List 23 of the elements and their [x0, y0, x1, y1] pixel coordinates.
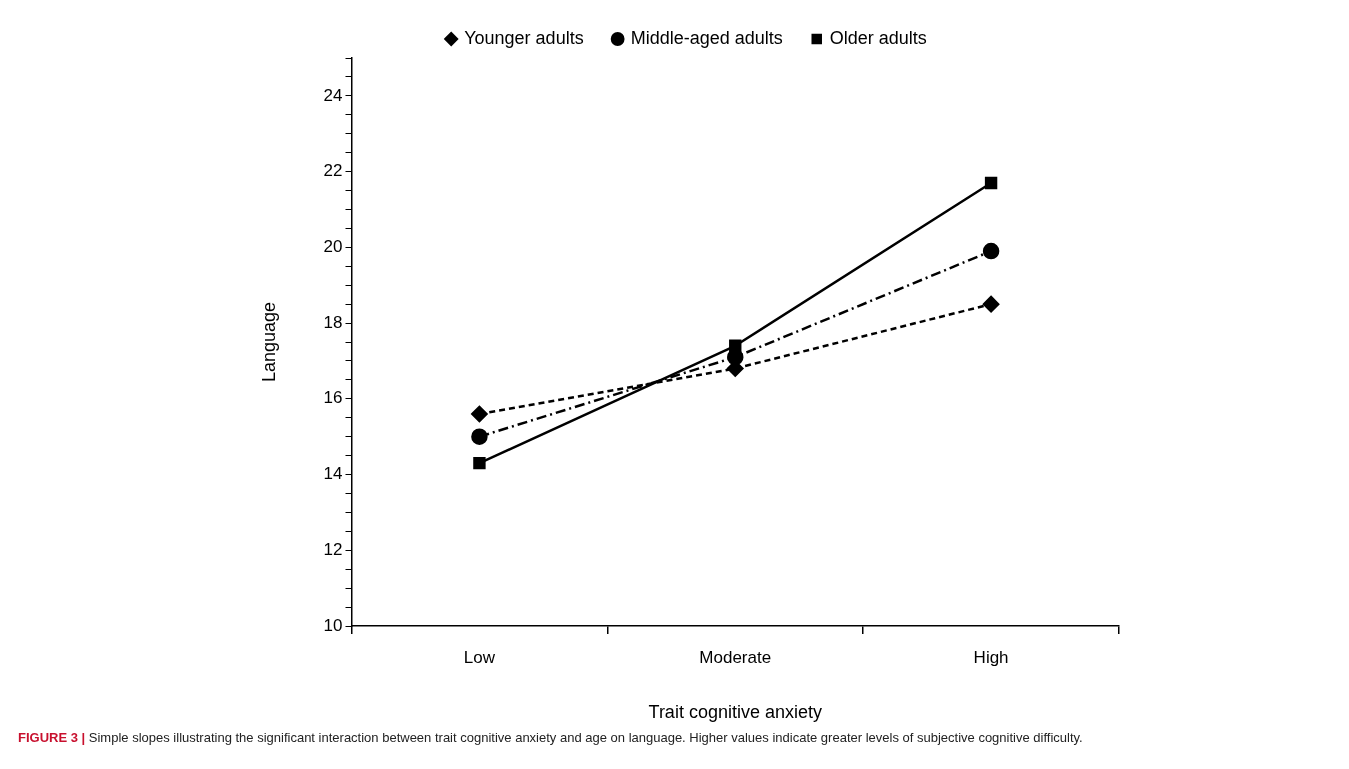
point [471, 405, 488, 423]
x-tick-label: Moderate [699, 647, 772, 667]
y-axis-title: Language [258, 301, 279, 383]
point [982, 242, 1000, 260]
point [473, 456, 486, 470]
point [471, 428, 488, 445]
legend-label: Middle-aged adults [630, 27, 783, 48]
x-tick-label: Low [463, 647, 496, 667]
y-tick-label: 14 [323, 464, 343, 484]
y-tick-label: 12 [323, 539, 343, 559]
y-tick-label: 22 [323, 161, 343, 181]
caption: FIGURE 3 | Simple slopes illustrating the significant interaction between trait cognitive anxiety and age on language. Higher values indicate greater levels of subjective cognitive difficulty. [18, 729, 1084, 747]
point [984, 176, 998, 190]
x-tick-label: High [973, 647, 1009, 667]
y-tick-label: 24 [323, 85, 343, 105]
y-tick-label: 10 [323, 615, 343, 635]
y-tick-label: 20 [323, 237, 343, 257]
y-tick-label: 16 [323, 388, 343, 408]
point [982, 295, 1000, 313]
x-axis-title: Trait cognitive anxiety [648, 702, 822, 723]
legend-label: Younger adults [464, 27, 584, 48]
legend-label: Older adults [829, 27, 927, 48]
y-tick-label: 18 [323, 312, 343, 332]
